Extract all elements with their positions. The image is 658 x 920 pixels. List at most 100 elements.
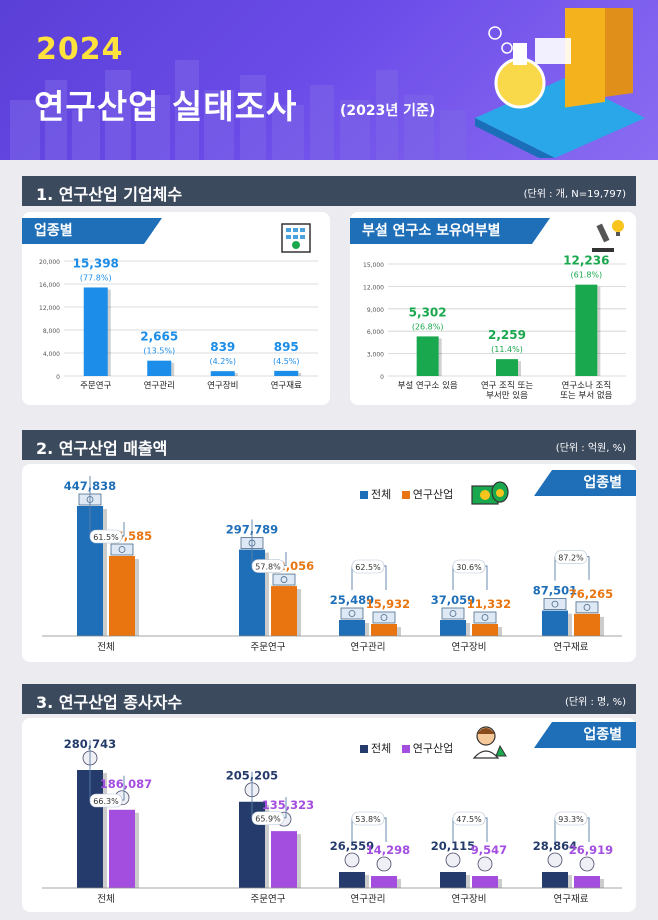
section2-unit: (단위 : 억원, %) xyxy=(555,443,626,454)
ratio-label: 62.5% xyxy=(355,563,381,572)
bar-shade xyxy=(234,373,238,376)
person-icon xyxy=(477,856,493,872)
report-subtitle: (2023년 기준) xyxy=(340,103,436,119)
ratio-label: 65.9% xyxy=(255,815,281,824)
bar-industry xyxy=(371,876,397,888)
bar-total-shade xyxy=(103,773,107,888)
money-bill-icon xyxy=(441,607,465,620)
money-bill-icon-coin xyxy=(380,614,388,621)
ratio-badge xyxy=(554,811,588,826)
y-tick-label: 15,000 xyxy=(363,262,384,269)
ratio-badge xyxy=(251,559,285,573)
legend-label-total: 전체 xyxy=(371,742,392,755)
x-tick-label: 주문연구 xyxy=(251,642,286,653)
data-label-total: 28,864 xyxy=(533,839,577,853)
section3-tag: 업종별 xyxy=(534,722,636,748)
legend-label-industry: 연구산업 xyxy=(412,742,454,755)
bar-shade xyxy=(438,338,442,376)
bar-industry xyxy=(472,624,498,636)
city-skyline-illustration xyxy=(10,60,466,160)
ratio-badge xyxy=(89,529,123,544)
pct-label: (4.2%) xyxy=(209,357,236,366)
data-label-total: 37,059 xyxy=(431,593,475,607)
ratio-badge xyxy=(452,811,486,826)
bar-industry xyxy=(109,809,135,888)
bar-industry-shade xyxy=(600,616,604,636)
x-tick-label: 연구재료 xyxy=(271,381,302,391)
money-bill-icon-coin xyxy=(449,610,457,617)
section1-left-panel: 업종별 0 4,000 8,000 12,000 16,000 20,000 15,398 (… xyxy=(22,212,330,405)
ratio-label: 93.3% xyxy=(558,815,584,824)
bar-total-shade xyxy=(103,509,107,636)
ratio-badge xyxy=(554,550,588,564)
ratio-badge xyxy=(89,793,123,808)
x-tick-label: 전체 xyxy=(97,894,114,905)
section2-bar: 2. 연구산업 매출액 (단위 : 억원, %) xyxy=(22,430,636,460)
data-label: 12,236 xyxy=(563,254,609,268)
x-tick-label: 연구장비 xyxy=(452,894,487,905)
ratio-badge xyxy=(351,811,385,826)
pct-label: (77.8%) xyxy=(80,273,112,282)
pct-label: (61.8%) xyxy=(571,271,603,280)
legend-swatch-industry xyxy=(401,745,410,753)
pct-label: (4.5%) xyxy=(273,357,300,366)
money-bill-icon-coin xyxy=(551,600,559,608)
data-label-industry: 15,932 xyxy=(366,597,410,611)
bar-total xyxy=(542,872,568,888)
section2-title: 2. 연구산업 매출액 xyxy=(36,439,168,458)
bar xyxy=(83,287,108,376)
y-tick-label: 0 xyxy=(380,374,384,381)
bar-total-shade xyxy=(466,875,470,888)
chart-employees: 280,743186,08766.3%전체205,205135,32365.9%… xyxy=(42,737,622,905)
money-bill-icon-coin xyxy=(348,610,356,617)
y-tick-label: 20,000 xyxy=(39,259,60,266)
money-bill-icon-coin xyxy=(280,576,288,583)
money-bill-icon-coin xyxy=(583,603,591,611)
data-label: 2,665 xyxy=(140,330,178,344)
ratio-label: 53.8% xyxy=(355,815,381,824)
x-tick-label: 연구재료 xyxy=(554,642,589,653)
scientist-icon xyxy=(472,726,507,759)
x-tick-label: 연구관리 xyxy=(351,642,386,653)
report-year: 2024 xyxy=(36,32,124,67)
data-label: 5,302 xyxy=(409,305,447,319)
section1-unit: (단위 : 개, N=19,797) xyxy=(523,189,626,200)
x-tick-label: 연구관리 xyxy=(144,380,175,391)
money-bill-icon-coin xyxy=(481,614,489,621)
section1-bar: 1. 연구산업 기업체수 (단위 : 개, N=19,797) xyxy=(22,176,636,206)
section1-left-tag: 업종별 xyxy=(22,218,162,244)
ratio-badge xyxy=(351,559,385,574)
bar-total xyxy=(339,620,365,636)
bar-total-shade xyxy=(265,552,269,636)
data-label-industry: 14,298 xyxy=(366,843,410,857)
section3-panel: 업종별 전체 연구산업 280,743 186,087 66.3% 전체 205,205… xyxy=(22,718,636,912)
microscope-lightbulb-icon xyxy=(592,220,624,252)
bar xyxy=(416,336,439,376)
data-label-total: 87,501 xyxy=(533,584,577,598)
section1-title: 1. 연구산업 기업체수 xyxy=(36,185,183,204)
section2-panel: 업종별 전체 연구산업 447,838 275,585 61.5% 전체 297,789… xyxy=(22,464,636,662)
section3-unit: (단위 : 명, %) xyxy=(565,697,626,708)
data-label-total: 26,559 xyxy=(330,839,374,853)
x-tick-label: 주문연구 xyxy=(251,894,286,905)
person-icon xyxy=(344,852,360,868)
bar xyxy=(274,370,299,376)
bar xyxy=(496,359,518,376)
x-tick-label: 부설 연구소 있음 xyxy=(398,380,458,391)
y-tick-label: 3,000 xyxy=(367,352,384,359)
money-bill-icon xyxy=(340,607,364,620)
bar-total xyxy=(339,872,365,888)
research-lab-illustration xyxy=(475,8,645,158)
money-bag-icon xyxy=(471,481,509,505)
bar-total xyxy=(440,620,466,636)
bar-industry-shade xyxy=(135,559,139,636)
money-bill-icon xyxy=(543,598,567,610)
section1-right-panel: 부설 연구소 보유여부별 0 3,000 6,000 9,000 12,000 15,00… xyxy=(350,212,636,405)
header-banner: 2024 연구산업 실태조사 (2023년 기준) xyxy=(0,0,658,160)
data-label-industry: 11,332 xyxy=(467,597,511,611)
pct-label: (26.8%) xyxy=(412,322,444,331)
ratio-label: 57.8% xyxy=(255,563,281,572)
section3-title: 3. 연구산업 종사자수 xyxy=(36,693,183,712)
section2-legend: 전체 연구산업 xyxy=(360,486,453,502)
money-bill-icon-coin xyxy=(118,546,126,553)
